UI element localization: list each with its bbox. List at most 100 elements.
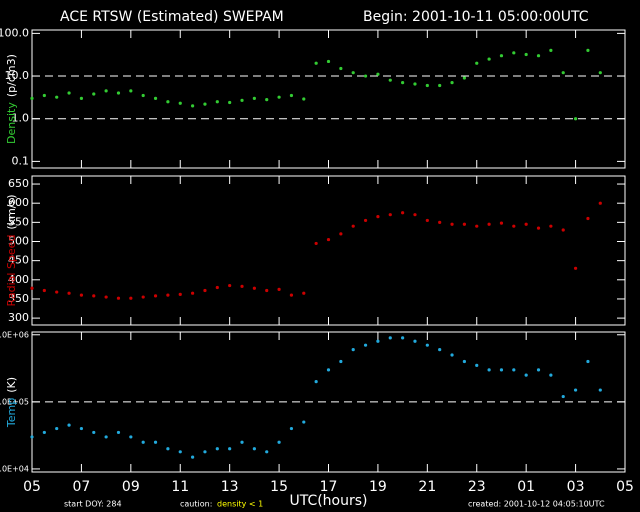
data-point <box>499 368 504 372</box>
x-tick-label: 09 <box>122 479 140 495</box>
data-point <box>153 440 158 444</box>
data-point <box>401 211 405 215</box>
data-point <box>116 296 121 300</box>
data-point <box>326 237 331 242</box>
data-point <box>351 224 355 228</box>
data-point <box>388 213 392 217</box>
data-point <box>67 423 71 427</box>
y-tick-label: 400 <box>8 273 29 286</box>
data-point <box>30 435 34 439</box>
data-point <box>376 339 380 343</box>
y-tick-label: 500 <box>8 234 29 247</box>
data-point <box>116 430 121 435</box>
data-point <box>475 61 479 65</box>
data-point <box>141 295 145 299</box>
data-point <box>376 215 380 219</box>
data-point <box>363 343 368 347</box>
data-point <box>524 222 528 226</box>
data-point <box>314 241 318 246</box>
data-point <box>462 359 466 364</box>
data-point <box>92 294 96 298</box>
start-doy: start DOY: 284 <box>64 500 122 509</box>
data-point <box>277 440 281 444</box>
data-point <box>536 226 541 230</box>
data-point <box>598 71 602 75</box>
data-point <box>141 93 145 98</box>
data-point <box>153 96 158 100</box>
data-point <box>203 450 207 454</box>
data-point <box>487 57 491 61</box>
x-tick-label: 07 <box>73 479 91 495</box>
y-axis-label-unit: (p/cm3) <box>5 54 18 97</box>
data-point <box>141 440 145 444</box>
data-point <box>215 285 219 290</box>
data-point <box>438 220 442 224</box>
data-point <box>598 201 602 205</box>
data-point <box>191 455 195 459</box>
data-point <box>129 89 133 93</box>
y-tick-label: 450 <box>8 254 29 267</box>
y-tick-label: 1.0E+06 <box>0 330 29 339</box>
data-point <box>425 218 429 223</box>
data-point <box>252 447 256 451</box>
data-point <box>401 81 405 85</box>
x-axis-label: UTC(hours) <box>289 493 367 509</box>
y-axis-label-name: Density <box>5 102 18 144</box>
data-point <box>55 426 59 431</box>
data-point <box>425 83 429 88</box>
data-point <box>339 66 343 71</box>
data-point <box>252 286 256 290</box>
data-point <box>487 222 491 226</box>
data-point <box>573 266 578 270</box>
data-point <box>450 222 454 226</box>
data-point <box>475 363 479 367</box>
data-point <box>573 388 578 392</box>
data-point <box>462 222 466 226</box>
data-point <box>314 380 318 384</box>
data-point <box>462 76 466 80</box>
data-point <box>326 368 331 372</box>
y-axis-label-name: Temp <box>5 398 18 428</box>
data-point <box>450 81 454 85</box>
data-point <box>92 430 96 435</box>
data-point <box>326 59 331 64</box>
data-point <box>30 96 34 100</box>
data-point <box>289 93 294 98</box>
data-point <box>215 447 219 451</box>
panel-frame <box>31 331 626 473</box>
data-point <box>561 394 565 399</box>
data-point <box>586 216 590 221</box>
panel-frame <box>31 175 626 326</box>
data-point <box>512 368 516 372</box>
data-point <box>42 288 46 293</box>
data-point <box>104 89 108 93</box>
chart-title: ACE RTSW (Estimated) SWEPAM <box>60 9 284 25</box>
y-tick-label: 0.1 <box>12 154 30 167</box>
x-tick-label: 11 <box>171 479 189 495</box>
data-point <box>289 426 294 431</box>
data-point <box>191 104 195 108</box>
x-tick-label: 19 <box>369 479 387 495</box>
caution-note: density < 1 <box>217 500 263 509</box>
data-point <box>413 339 417 343</box>
data-point <box>240 440 244 444</box>
panel-frame <box>31 29 626 169</box>
y-tick-label: 1.0E+04 <box>0 464 29 473</box>
y-tick-label: 600 <box>8 196 29 209</box>
data-point <box>363 74 368 78</box>
data-point <box>277 95 281 99</box>
x-tick-label: 01 <box>517 479 535 495</box>
data-point <box>586 48 590 52</box>
data-point <box>573 117 578 121</box>
data-point <box>549 224 553 228</box>
data-point <box>153 294 158 298</box>
y-axis-label: Temp (K) <box>5 377 18 428</box>
data-point <box>265 98 269 102</box>
data-point <box>42 93 46 98</box>
data-point <box>438 83 442 88</box>
data-point <box>116 91 121 95</box>
x-tick-label: 23 <box>468 479 486 495</box>
data-point <box>561 228 565 232</box>
data-point <box>55 95 59 99</box>
